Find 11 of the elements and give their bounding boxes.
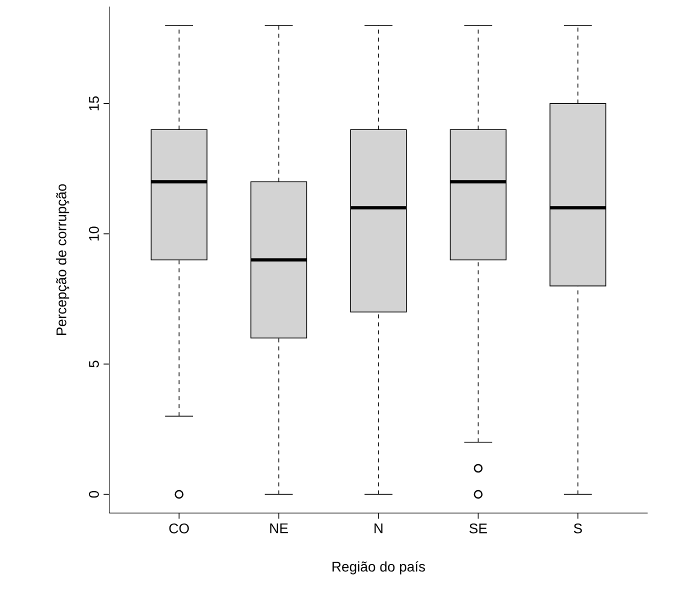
y-tick-label: 10 — [88, 226, 99, 241]
y-axis-title: Percepção de corrupção — [56, 184, 70, 335]
x-tick-label: CO — [169, 523, 189, 534]
x-tick-label: SE — [469, 523, 487, 534]
x-tick-label: NE — [270, 523, 288, 534]
y-tick-label: 15 — [89, 96, 99, 110]
y-tick-label: 0 — [88, 490, 99, 498]
y-tick-label: 5 — [89, 360, 99, 368]
x-tick-label: S — [574, 523, 582, 534]
x-tick-label: N — [374, 523, 382, 534]
x-axis-title: Região do país — [332, 561, 426, 574]
